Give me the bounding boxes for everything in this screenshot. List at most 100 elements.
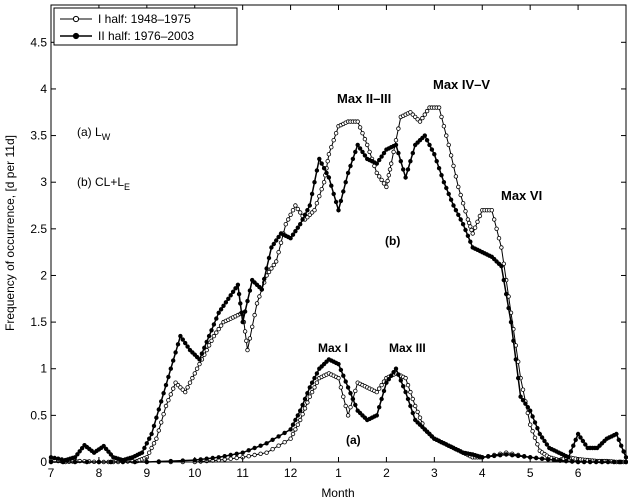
- series-point: [580, 438, 586, 444]
- annotation-max-vi: Max VI: [501, 188, 542, 203]
- series-point: [393, 142, 399, 148]
- series-point: [154, 415, 159, 420]
- series-point: [499, 263, 504, 269]
- series-point: [298, 417, 303, 423]
- series-point: [469, 227, 474, 233]
- series-point: [270, 447, 275, 452]
- series-point: [374, 170, 379, 176]
- series-point: [398, 378, 403, 383]
- x-tick-label: 4: [479, 466, 486, 480]
- series-point: [254, 301, 260, 306]
- series-point: [405, 396, 411, 402]
- series-point: [77, 449, 82, 454]
- series-point: [463, 209, 468, 214]
- series-point: [377, 386, 382, 391]
- series-point: [234, 451, 239, 456]
- x-tick-label: 2: [383, 466, 390, 480]
- series-point: [235, 282, 241, 287]
- series-point: [511, 338, 516, 343]
- series-point: [307, 394, 312, 399]
- x-tick-label: 7: [48, 466, 55, 480]
- series-point: [494, 226, 499, 231]
- series-point: [252, 452, 257, 458]
- series-point: [578, 435, 583, 440]
- series-point: [544, 442, 550, 447]
- series-point: [168, 366, 173, 371]
- series-point: [403, 175, 408, 180]
- label-b-subscript: E: [124, 182, 130, 192]
- series-point: [290, 422, 296, 427]
- series-point: [326, 151, 332, 157]
- series-point: [206, 343, 212, 348]
- series-b-ii-half: [48, 133, 628, 463]
- y-tick-label: 0.5: [30, 408, 47, 422]
- series-point: [534, 455, 539, 461]
- series-point: [252, 445, 257, 451]
- series-point: [290, 207, 296, 213]
- series-point: [190, 375, 195, 381]
- series-point: [424, 108, 430, 114]
- series-point: [139, 450, 145, 455]
- annotation-max-ii-iii: Max II–III: [337, 91, 391, 106]
- series-point: [463, 227, 468, 233]
- y-tick-label: 0: [40, 455, 47, 469]
- y-tick-label: 4.5: [30, 35, 47, 49]
- series-point: [262, 276, 267, 282]
- annotation-a: (a): [346, 433, 361, 447]
- series-point: [516, 375, 521, 381]
- series-point: [249, 324, 255, 329]
- series-point: [258, 443, 263, 448]
- series-point: [149, 431, 154, 437]
- series-point: [216, 455, 221, 460]
- series-point: [384, 184, 389, 190]
- series-point: [453, 207, 459, 213]
- series-point: [458, 192, 463, 198]
- series-point: [238, 301, 243, 306]
- series-point: [453, 174, 459, 179]
- series-point: [436, 165, 442, 171]
- series-point: [389, 161, 394, 166]
- series-point: [333, 130, 339, 136]
- series-point: [223, 300, 229, 305]
- series-point: [568, 449, 574, 454]
- series-point: [314, 168, 320, 173]
- series-point: [387, 167, 393, 172]
- series-point: [441, 179, 447, 185]
- series-point: [158, 420, 164, 425]
- series-point: [506, 305, 511, 311]
- series-point: [276, 434, 281, 439]
- series-point: [264, 450, 269, 455]
- series-point: [314, 200, 320, 206]
- series-point: [309, 380, 315, 385]
- y-tick-label: 3.5: [30, 129, 47, 143]
- series-point: [393, 366, 399, 371]
- series-point: [573, 437, 578, 442]
- series-point: [314, 371, 320, 376]
- series-point: [424, 137, 430, 143]
- series-point: [422, 133, 427, 138]
- series-point: [185, 385, 190, 390]
- series-point: [492, 453, 497, 459]
- series-point: [343, 179, 348, 185]
- series-point: [210, 455, 215, 461]
- series-point: [314, 380, 320, 385]
- series-point: [209, 328, 214, 333]
- series-point: [298, 408, 303, 413]
- series-point: [221, 303, 226, 308]
- series-point: [391, 149, 396, 155]
- series-point: [466, 220, 472, 226]
- series-point: [441, 123, 447, 129]
- series-point: [444, 133, 449, 138]
- series-point: [525, 405, 530, 410]
- series-point: [170, 386, 176, 391]
- series-point: [537, 431, 542, 437]
- y-tick-label: 1: [40, 362, 47, 376]
- series-point: [417, 119, 423, 124]
- series-point: [396, 372, 401, 377]
- series-point: [158, 399, 164, 404]
- series-point: [522, 454, 527, 459]
- series-point: [293, 417, 298, 423]
- series-point: [446, 191, 451, 197]
- series-point: [293, 427, 298, 432]
- series-point: [403, 389, 408, 395]
